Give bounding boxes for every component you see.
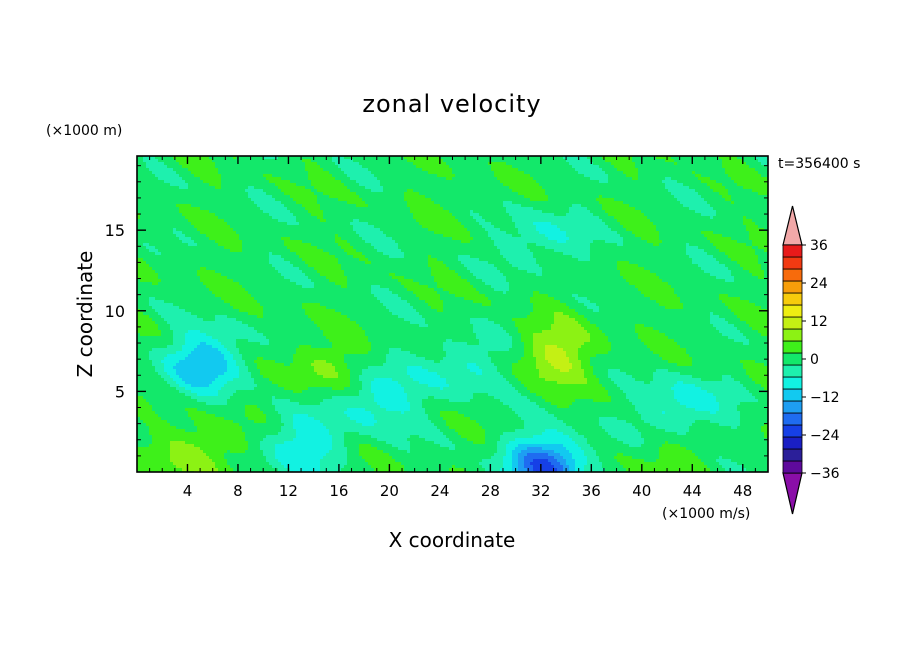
x-tick-label: 24 <box>430 482 449 500</box>
colorbar: 36 24 12 0 −12 −24 −36 <box>782 205 840 515</box>
colorbar-tick-label: −36 <box>810 466 840 482</box>
colorbar-segment <box>782 388 803 402</box>
x-tick-label: 48 <box>733 482 752 500</box>
x-tick-label: 20 <box>380 482 399 500</box>
colorbar-segment <box>782 268 803 282</box>
colorbar-segment <box>782 436 803 450</box>
y-unit-label: (×1000 m) <box>46 123 122 139</box>
colorbar-tick-label: 24 <box>810 276 828 292</box>
y-tick-label: 10 <box>105 302 125 321</box>
y-axis: 5 10 15 <box>105 165 768 457</box>
velocity-field <box>137 156 768 472</box>
x-axis: 4 8 12 16 20 24 28 32 36 40 44 48 <box>149 156 756 500</box>
colorbar-segment <box>782 328 803 342</box>
colorbar-tick-label: 36 <box>810 238 828 254</box>
x-tick-label: 16 <box>329 482 348 500</box>
colorbar-over-triangle <box>782 205 803 246</box>
x-tick-label: 8 <box>233 482 243 500</box>
colorbar-segment <box>782 316 803 330</box>
x-tick-label: 28 <box>481 482 500 500</box>
chart-title: zonal velocity <box>362 90 541 118</box>
colorbar-segment <box>782 364 803 378</box>
time-label: t=356400 s <box>778 156 860 172</box>
colorbar-under-triangle <box>782 472 803 515</box>
colorbar-segment <box>782 304 803 318</box>
colorbar-segment <box>782 280 803 294</box>
colorbar-segment <box>782 400 803 414</box>
x-tick-label: 40 <box>632 482 651 500</box>
x-tick-label: 32 <box>531 482 550 500</box>
x-unit-label: (×1000 m/s) <box>662 506 750 522</box>
colorbar-segment <box>782 340 803 354</box>
colorbar-segment <box>782 424 803 438</box>
colorbar-segment <box>782 244 803 258</box>
x-tick-label: 36 <box>582 482 601 500</box>
colorbar-tick-label: 0 <box>810 352 819 368</box>
y-tick-label: 15 <box>105 221 125 240</box>
colorbar-segment <box>782 412 803 426</box>
colorbar-tick-label: 12 <box>810 314 828 330</box>
colorbar-segment <box>782 292 803 306</box>
x-tick-label: 12 <box>279 482 298 500</box>
colorbar-segment <box>782 352 803 366</box>
y-axis-label: Z coordinate <box>73 251 97 378</box>
colorbar-segment <box>782 256 803 270</box>
colorbar-tick-label: −12 <box>810 390 840 406</box>
x-axis-label: X coordinate <box>389 528 516 552</box>
x-tick-label: 4 <box>183 482 193 500</box>
colorbar-segment <box>782 448 803 462</box>
colorbar-segment <box>782 376 803 390</box>
y-tick-label: 5 <box>115 382 125 401</box>
colorbar-segment <box>782 460 803 474</box>
colorbar-tick-label: −24 <box>810 428 840 444</box>
x-tick-label: 44 <box>683 482 702 500</box>
